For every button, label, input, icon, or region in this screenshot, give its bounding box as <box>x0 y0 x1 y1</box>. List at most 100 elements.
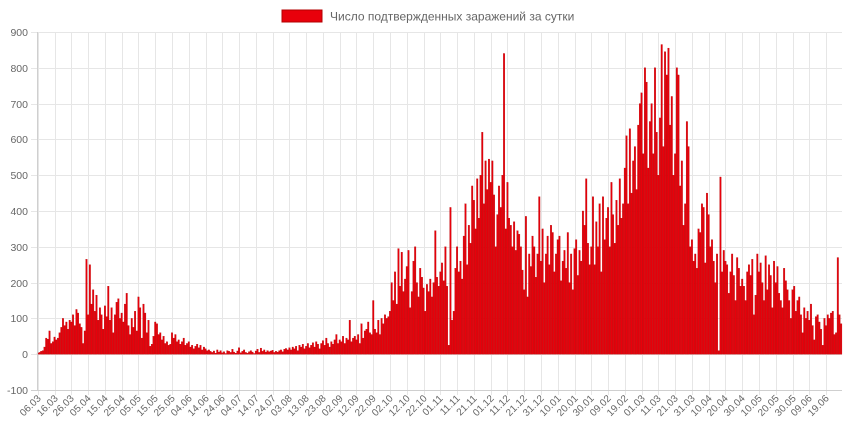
bar[interactable]: 26.05 <box>784 280 787 355</box>
bar[interactable]: 05.06 <box>801 332 804 355</box>
bar[interactable]: 17.11 <box>466 264 469 355</box>
bar[interactable]: 26.06 <box>836 257 839 355</box>
bar[interactable]: 11.03 <box>45 337 48 355</box>
bar[interactable]: 14.03 <box>662 146 665 355</box>
bar[interactable]: 07.09 <box>347 339 349 355</box>
bar[interactable]: 30.01 <box>590 246 593 355</box>
bar[interactable]: 16.08 <box>310 345 313 355</box>
bar[interactable]: 10.10 <box>402 291 405 355</box>
bar[interactable]: 01.06 <box>794 311 797 355</box>
bar[interactable]: 08.11 <box>451 320 453 355</box>
bar[interactable]: 30.07 <box>281 351 284 355</box>
bar[interactable]: 15.03 <box>664 51 666 355</box>
bar[interactable]: 22.11 <box>474 228 477 355</box>
bar[interactable]: 13.04 <box>712 260 715 355</box>
bar[interactable]: 28.05 <box>176 341 178 355</box>
bar[interactable]: 31.10 <box>437 286 440 355</box>
bar[interactable]: 05.01 <box>548 264 551 355</box>
bar[interactable]: 24.08 <box>323 345 326 355</box>
bar[interactable]: 23.03 <box>65 321 68 355</box>
bar[interactable]: 16.07 <box>258 352 261 355</box>
bar[interactable]: 17.01 <box>568 282 571 355</box>
bar[interactable]: 18.11 <box>467 225 470 355</box>
bar[interactable]: 01.02 <box>593 264 596 355</box>
bar[interactable]: 04.04 <box>697 228 700 355</box>
bar[interactable]: 11.04 <box>709 246 712 355</box>
bar[interactable]: 11.02 <box>610 182 613 355</box>
bar[interactable]: 26.07 <box>275 351 277 355</box>
bar[interactable]: 12.03 <box>47 339 49 355</box>
bar[interactable]: 11.12 <box>506 182 509 355</box>
bar[interactable]: 25.08 <box>325 337 328 355</box>
bar[interactable]: 11.09 <box>353 336 356 355</box>
bar[interactable]: 21.06 <box>216 349 219 355</box>
bar[interactable]: 09.05 <box>756 253 759 355</box>
bar[interactable]: 09.11 <box>452 311 455 355</box>
bar[interactable]: 08.08 <box>296 350 299 355</box>
bar[interactable]: 21.04 <box>114 314 116 355</box>
bar[interactable]: 14.01 <box>563 250 566 355</box>
bar[interactable]: 23.10 <box>424 311 427 355</box>
bar[interactable]: 05.12 <box>496 214 499 355</box>
bar[interactable]: 07.08 <box>295 346 298 355</box>
bar[interactable]: 01.01 <box>541 228 544 355</box>
bar[interactable]: 26.10 <box>429 278 432 355</box>
bar[interactable]: 09.04 <box>706 192 708 355</box>
bar[interactable]: 25.11 <box>479 175 482 355</box>
bar[interactable]: 18.05 <box>771 307 774 355</box>
bar[interactable]: 09.06 <box>808 320 811 355</box>
bar[interactable]: 13.03 <box>48 330 51 355</box>
bar[interactable]: 06.05 <box>751 259 754 355</box>
bar[interactable]: 09.06 <box>196 344 199 355</box>
bar[interactable]: 21.09 <box>370 334 373 355</box>
bar[interactable]: 17.04 <box>107 286 110 355</box>
bar[interactable]: 28.12 <box>535 277 537 355</box>
bar[interactable]: 05.08 <box>291 346 294 355</box>
bar[interactable]: 28.03 <box>73 325 76 355</box>
bar[interactable]: 20.12 <box>521 269 524 355</box>
bar[interactable]: 18.10 <box>415 282 418 355</box>
bar[interactable]: 04.05 <box>748 264 750 355</box>
bar[interactable]: 02.06 <box>796 300 799 355</box>
bar[interactable]: 06.02 <box>602 196 604 355</box>
bar[interactable]: 04.03 <box>645 81 648 355</box>
bar[interactable]: 15.09 <box>360 323 363 355</box>
bar[interactable]: 10.06 <box>810 303 812 355</box>
bar[interactable]: 24.04 <box>119 318 121 355</box>
bar[interactable]: 03.04 <box>83 330 86 355</box>
bar[interactable]: 19.02 <box>623 167 626 355</box>
bar[interactable]: 03.03 <box>644 67 646 355</box>
bar[interactable]: 21.12 <box>523 289 526 355</box>
bar[interactable]: 02.01 <box>543 282 546 355</box>
bar[interactable]: 23.04 <box>117 298 120 355</box>
bar[interactable]: 29.07 <box>280 349 282 355</box>
bar[interactable]: 13.10 <box>407 250 410 355</box>
bar[interactable]: 19.05 <box>161 339 163 355</box>
bar[interactable]: 07.05 <box>753 314 755 355</box>
bar[interactable]: 03.11 <box>442 280 445 355</box>
bar[interactable]: 26.04 <box>122 321 125 355</box>
bar[interactable]: 12.01 <box>560 280 562 355</box>
bar[interactable]: 23.06 <box>831 311 834 355</box>
bar[interactable]: 27.12 <box>533 246 536 355</box>
bar[interactable]: 17.06 <box>821 345 824 355</box>
bar[interactable]: 28.09 <box>382 323 385 355</box>
bar[interactable]: 15.11 <box>462 235 465 355</box>
bar[interactable]: 10.08 <box>300 346 303 355</box>
bar[interactable]: 10.11 <box>454 268 457 355</box>
bar[interactable]: 06.06 <box>803 307 806 355</box>
bar[interactable]: 20.04 <box>724 260 727 355</box>
bar[interactable]: 19.10 <box>417 296 420 355</box>
bar[interactable]: 20.03 <box>672 175 675 355</box>
bar[interactable]: 08.03 <box>652 153 655 355</box>
bar[interactable]: 27.01 <box>585 178 588 355</box>
bar[interactable]: 23.11 <box>476 178 479 355</box>
bar[interactable]: 21.11 <box>472 200 475 355</box>
bar[interactable]: 02.03 <box>642 153 645 355</box>
bar[interactable]: 22.09 <box>372 300 375 355</box>
bar[interactable]: 07.06 <box>192 348 195 355</box>
bar[interactable]: 27.03 <box>684 203 687 355</box>
bar[interactable]: 12.06 <box>813 339 816 355</box>
bar[interactable]: 08.06 <box>194 346 197 355</box>
bar[interactable]: 13.08 <box>305 346 308 355</box>
